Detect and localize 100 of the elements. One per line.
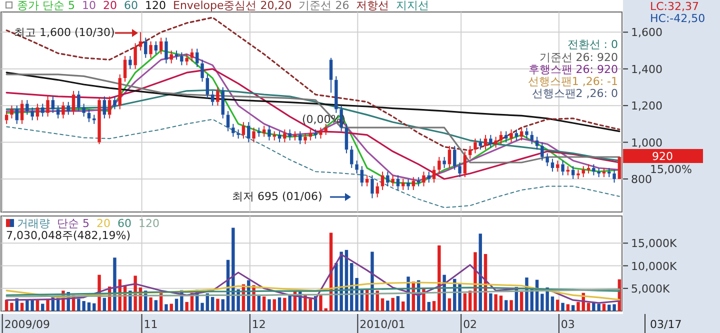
candlestick [210,90,214,106]
candlestick [216,86,220,106]
x-tick-label: 02 [463,318,478,331]
annotation: 7,030,048주(482,19%) [6,229,131,242]
candlestick [406,178,410,190]
bar [427,302,430,311]
text: HC:-42,50 [650,12,706,25]
bar [494,294,498,311]
annotation: 선행스팬1 ,26: -1 [528,75,618,88]
text: 저항선 [356,0,390,12]
candlestick [530,130,534,145]
candlestick [535,136,539,150]
candlestick [499,130,503,145]
candlestick [247,122,250,143]
candlestick [56,105,60,119]
candlestick [134,42,137,70]
candlestick [36,103,40,121]
y-tick-label: 10,000K [631,260,678,273]
y-tick-label: 1,200 [631,100,662,113]
candlestick [26,100,29,116]
y-tick-label: 1,600 [631,26,662,40]
candlestick [463,150,467,178]
candlestick [546,152,549,167]
candlestick [236,128,240,140]
candlestick [494,136,498,148]
candlestick [391,174,394,187]
bar [510,300,513,311]
bar [272,299,276,311]
text: 60 [118,217,132,230]
x-tick-label: 12 [252,318,266,331]
x-tick-label: 2010/01 [360,318,406,331]
text: 종가 단순 5 [17,0,75,12]
bar [268,299,271,311]
candlestick [520,127,524,141]
x-tick-label: 2009/09 [4,318,50,331]
y-tick-label: 15,000K [631,237,678,250]
candlestick [30,106,34,121]
candlestick [510,128,513,143]
candlestick [164,37,168,64]
candlestick [370,174,374,199]
candlestick [612,169,616,184]
annotation: 선행스팬2 ,26: 0 [532,87,618,100]
candlestick [242,122,246,140]
text: 120 [145,0,166,12]
bar [386,300,390,311]
candlestick [586,164,590,174]
text: 지지선 [396,0,430,12]
series-label: Envelope중심선 20,20 [173,0,292,12]
x-tick-label: 03 [560,318,575,331]
bar [200,302,204,311]
annotation: 최고 1,600 (10/30) [14,26,115,39]
candlestick [113,96,116,110]
bar [20,302,24,311]
bar [396,296,400,311]
candlestick [396,174,400,190]
candlestick [304,132,307,145]
candlestick [51,96,55,114]
candlestick [128,56,132,70]
bar [608,304,611,311]
text: 03/17 [650,318,682,331]
candlestick [442,156,446,168]
candlestick [185,54,188,66]
candlestick [484,134,488,150]
candlestick [4,110,8,124]
bar [308,298,312,311]
bar [391,298,394,311]
text: 20 [96,217,110,230]
candlestick [402,178,405,190]
candlestick [448,145,452,168]
text: 15,00% [650,163,692,176]
candlestick [571,166,575,180]
bar [566,304,570,311]
candlestick [72,90,76,116]
bar [174,298,178,311]
text: 120 [138,217,160,230]
candlestick [608,167,611,178]
legend-label: 거래량 [17,217,50,230]
candlestick [206,74,210,99]
bar [499,296,503,311]
bar [504,300,508,311]
annotation: 전환선 : 0 [567,38,618,51]
candlestick [422,171,426,187]
candlestick [221,86,224,119]
bar [210,296,214,311]
candlestick [200,59,204,82]
annotation: 기준선 26: 920 [539,51,618,64]
candlestick [46,96,50,118]
bar [489,293,492,311]
candlestick [380,171,384,190]
y-tick-label: 800 [631,172,652,186]
bar [432,301,436,311]
bar [10,302,14,311]
annotation: 후행스팬 26: 920 [528,63,618,76]
bar [154,300,158,311]
candlestick [123,56,127,82]
bar [170,304,173,311]
candlestick [92,114,96,124]
y-tick-label: 5,000K [631,282,670,296]
candlestick [288,128,292,141]
candlestick [87,108,91,123]
